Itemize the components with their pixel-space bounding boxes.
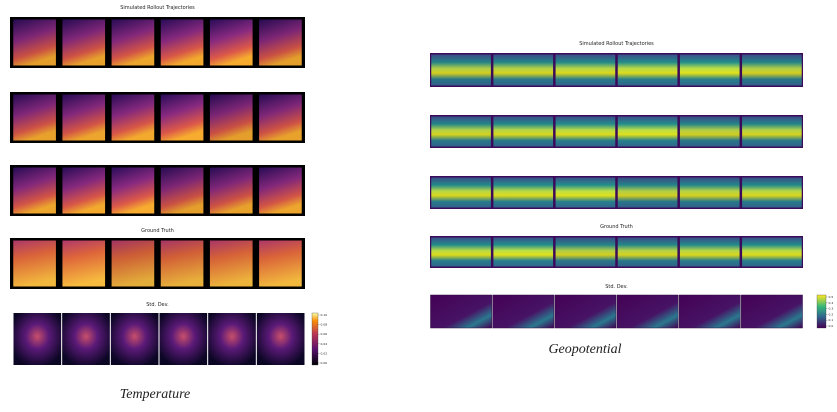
field-tile [13,241,56,287]
ground-truth-label: Ground Truth [141,228,174,234]
std-label: Std. Dev. [605,284,628,290]
std-tile [555,295,616,328]
field-tile [742,238,802,267]
colorbar-tick-label: 0.4 [829,301,834,305]
field-tile [259,241,302,287]
field-tile [556,238,616,267]
field-tile [618,178,678,208]
colorbar-tick-label: 0.04 [321,342,328,346]
std-tile [493,295,554,328]
field-tile [431,55,491,86]
field-tile [259,20,302,66]
ground-truth-label: Ground Truth [600,224,633,230]
panel-title: Simulated Rollout Trajectories [579,41,654,47]
field-tile [161,20,204,66]
colorbar-tick-label: 0.02 [321,351,328,355]
field-tile [618,55,678,86]
colorbar-tick-label: 0.5 [829,295,834,299]
field-tile [431,117,491,147]
field-tile [680,117,740,147]
std-tile [741,295,802,328]
field-tile [431,178,491,208]
std-tile [257,313,305,365]
field-tile [431,238,491,267]
colorbar-tick-label: 0.0 [829,324,834,328]
colorbar-tick-label: 0.00 [321,361,328,365]
std-tile [160,313,208,365]
field-tile [210,20,253,66]
figure: Simulated Rollout Trajectories Ground Tru… [0,0,837,412]
field-tile [112,168,155,214]
field-tile [13,95,56,141]
field-tile [62,168,105,214]
std-tile [111,313,159,365]
field-tile [618,238,678,267]
field-tile [493,238,553,267]
field-tile [13,20,56,66]
field-tile [680,178,740,208]
field-tile [556,117,616,147]
std-tile [679,295,740,328]
field-tile [742,55,802,86]
std-tile [208,313,256,365]
field-tile [161,241,204,287]
colorbar [312,313,318,365]
field-tile [210,241,253,287]
std-tile [62,313,110,365]
field-tile [493,178,553,208]
std-tile [14,313,62,365]
std-tile [617,295,678,328]
panel-title: Simulated Rollout Trajectories [120,5,195,11]
field-tile [62,20,105,66]
field-tile [161,168,204,214]
colorbar-tick-label: 0.2 [829,312,834,316]
colorbar [817,295,826,328]
field-tile [680,238,740,267]
colorbar-tick-label: 0.1 [829,318,834,322]
std-label: Std. Dev. [146,302,169,308]
field-tile [493,117,553,147]
field-tile [161,95,204,141]
field-tile [62,241,105,287]
field-tile [112,241,155,287]
field-tile [618,117,678,147]
field-tile [493,55,553,86]
field-tile [680,55,740,86]
colorbar-tick-label: 0.06 [321,332,328,336]
field-tile [259,168,302,214]
field-tile [556,178,616,208]
field-tile [62,95,105,141]
field-tile [259,95,302,141]
field-tile [13,168,56,214]
colorbar-tick-label: 0.08 [321,323,328,327]
field-tile [210,95,253,141]
caption: Geopotential [548,342,621,357]
std-tile [431,295,492,328]
field-tile [112,95,155,141]
field-tile [742,117,802,147]
field-tile [210,168,253,214]
colorbar-tick-label: 0.10 [321,313,328,317]
colorbar-tick-label: 0.3 [829,307,834,311]
field-tile [556,55,616,86]
field-tile [112,20,155,66]
caption: Temperature [120,387,191,402]
field-tile [742,178,802,208]
